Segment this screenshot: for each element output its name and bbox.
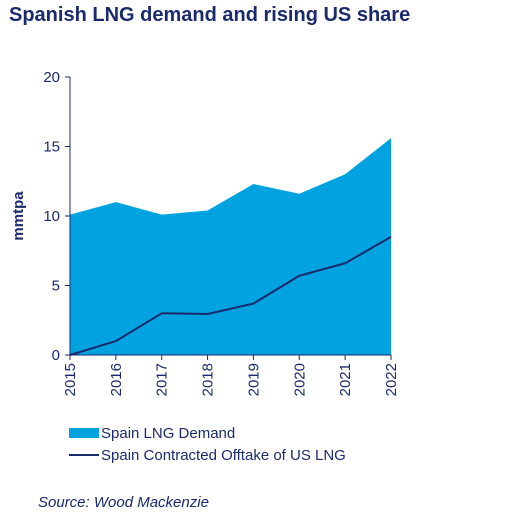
us-offtake-line	[69, 235, 392, 356]
y-tick-label: 15	[43, 139, 60, 156]
legend-label-demand: Spain LNG Demand	[101, 425, 235, 442]
y-tick-label: 20	[43, 69, 60, 86]
x-tick-label: 2021	[337, 363, 354, 396]
y-axis-title: mmtpa	[10, 191, 27, 241]
x-tick-label: 2015	[62, 363, 79, 396]
x-tick-label: 2017	[154, 363, 171, 396]
y-tick-label: 10	[43, 208, 60, 225]
chart-title: Spanish LNG demand and rising US share	[9, 4, 411, 26]
x-tick-label: 2022	[383, 363, 400, 396]
y-tick-label: 0	[52, 347, 60, 364]
x-tick-label: 2018	[200, 363, 217, 396]
x-tick-label: 2019	[245, 363, 262, 396]
y-tick-label: 5	[52, 278, 60, 295]
source-note: Source: Wood Mackenzie	[38, 494, 209, 511]
demand-area	[70, 138, 391, 355]
x-tick-label: 2020	[291, 363, 308, 396]
legend-swatch-demand	[69, 428, 99, 438]
x-tick-label: 2016	[108, 363, 125, 396]
legend-label-offtake: Spain Contracted Offtake of US LNG	[101, 447, 346, 464]
